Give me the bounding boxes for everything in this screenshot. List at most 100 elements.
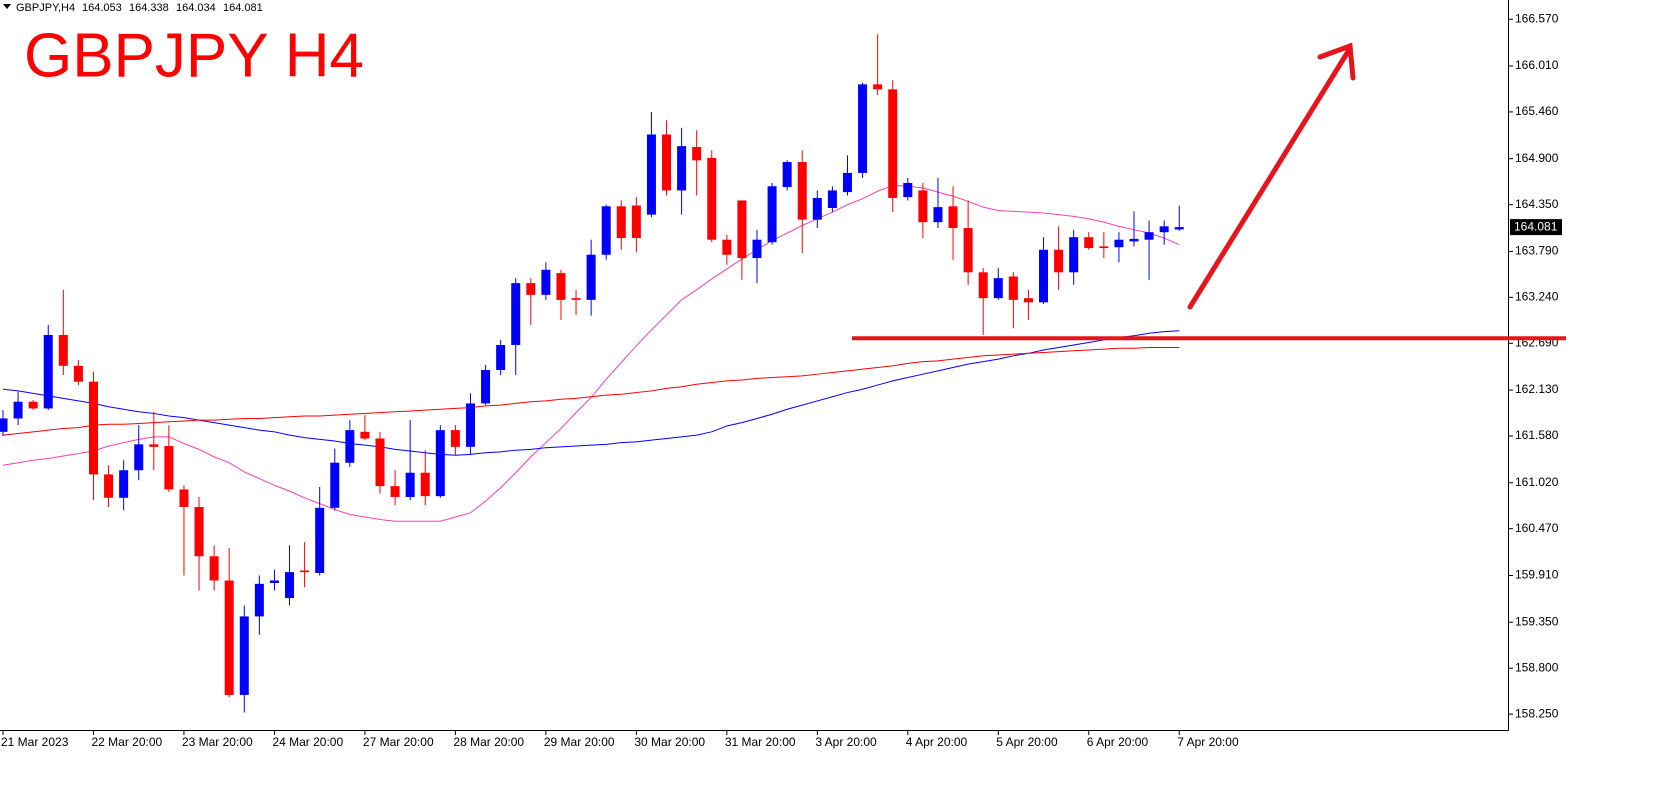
candle-body <box>692 147 702 161</box>
candle-body <box>722 239 732 255</box>
candle-body <box>134 444 144 471</box>
y-tick-label: 161.580 <box>1515 428 1559 442</box>
candle-body <box>707 157 717 240</box>
high-value: 164.338 <box>129 2 169 14</box>
y-tick-label: 163.240 <box>1515 290 1559 304</box>
menu-triangle <box>3 4 11 9</box>
y-tick-label: 158.250 <box>1515 706 1559 720</box>
candle-body <box>571 298 581 300</box>
y-tick-label: 161.020 <box>1515 475 1559 489</box>
candle-body <box>978 272 988 299</box>
open-value: 164.053 <box>82 2 122 14</box>
candle-body <box>194 506 204 557</box>
candle-body <box>948 206 958 229</box>
candle-body <box>420 472 430 497</box>
candle-body <box>873 84 883 90</box>
candle-body <box>933 207 943 223</box>
y-tick-label: 164.350 <box>1515 197 1559 211</box>
candle-body <box>511 283 521 345</box>
candle-body <box>450 430 460 447</box>
candle-body <box>752 239 762 259</box>
candle-body <box>0 418 8 432</box>
candle-body <box>737 200 747 259</box>
x-tick-label: 28 Mar 20:00 <box>453 735 524 749</box>
y-tick-label: 163.790 <box>1515 244 1559 258</box>
candle-body <box>631 205 641 239</box>
x-tick-label: 21 Mar 2023 <box>1 735 69 749</box>
price-box <box>1510 219 1562 236</box>
candle-body <box>224 580 234 695</box>
candle-body <box>1144 232 1154 240</box>
x-tick-label: 4 Apr 20:00 <box>906 735 968 749</box>
moving-average <box>2 330 1180 456</box>
candle-body <box>58 334 68 366</box>
candle-body <box>1174 227 1184 230</box>
price-box-label: 164.081 <box>1514 219 1558 233</box>
candle-body <box>481 370 491 404</box>
arrow <box>1187 42 1356 310</box>
candle-body <box>858 84 868 173</box>
x-tick-label: 23 Mar 20:00 <box>182 735 253 749</box>
candle-body <box>586 254 596 300</box>
candle-body <box>88 381 98 475</box>
candle-body <box>782 162 792 188</box>
candle-body <box>179 489 189 507</box>
candle-body <box>1069 237 1079 273</box>
candle-body <box>330 462 340 508</box>
candle-body <box>104 474 114 498</box>
candle-body <box>918 190 928 223</box>
y-tick-label: 159.910 <box>1515 568 1559 582</box>
candle-body <box>435 430 445 497</box>
candle-body <box>239 616 249 695</box>
candle-body <box>345 430 355 463</box>
candle-body <box>646 134 656 215</box>
candle-body <box>390 486 400 497</box>
candle-body <box>993 278 1003 299</box>
candle-body <box>360 431 370 439</box>
candle-body <box>662 134 672 191</box>
candle-body <box>315 507 325 573</box>
candle-body <box>616 206 626 239</box>
candle-body <box>209 556 219 581</box>
x-tick-label: 22 Mar 20:00 <box>91 735 162 749</box>
candle-body <box>1099 246 1109 249</box>
candle-body <box>1039 249 1049 303</box>
x-tick-label: 31 Mar 20:00 <box>725 735 796 749</box>
y-tick-label: 164.900 <box>1515 151 1559 165</box>
candle-body <box>1008 276 1018 300</box>
candle-body <box>963 228 973 273</box>
y-tick-label: 165.460 <box>1515 104 1559 118</box>
candle-body <box>375 438 385 487</box>
candle-body <box>73 365 83 382</box>
close-value: 164.081 <box>223 2 263 14</box>
arrow-shaft <box>1187 47 1352 310</box>
candle-body <box>496 344 506 371</box>
moving-average <box>2 184 1180 522</box>
candle-body <box>767 186 777 243</box>
x-tick-label: 5 Apr 20:00 <box>996 735 1058 749</box>
y-tick-label: 166.570 <box>1515 11 1559 25</box>
candle-body <box>1084 237 1094 249</box>
y-tick-label: 160.470 <box>1515 521 1559 535</box>
candle-body <box>526 283 536 295</box>
candle-body <box>1129 238 1139 242</box>
x-tick-label: 29 Mar 20:00 <box>544 735 615 749</box>
candle-body <box>677 146 687 191</box>
candle-body <box>164 446 174 490</box>
y-tick-label: 166.010 <box>1515 58 1559 72</box>
candle-body <box>827 190 837 208</box>
candle-body <box>842 172 852 193</box>
y-tick-label: 159.350 <box>1515 614 1559 628</box>
x-tick-label: 7 Apr 20:00 <box>1177 735 1239 749</box>
x-tick-label: 6 Apr 20:00 <box>1087 735 1149 749</box>
candle-body <box>13 401 23 419</box>
symbol: GBPJPY,H4 <box>16 2 75 14</box>
low-value: 164.034 <box>176 2 216 14</box>
candle-body <box>269 580 279 583</box>
candle-body <box>119 470 129 498</box>
y-tick-label: 158.800 <box>1515 660 1559 674</box>
candle-body <box>1054 249 1064 273</box>
candle-body <box>1023 298 1033 303</box>
